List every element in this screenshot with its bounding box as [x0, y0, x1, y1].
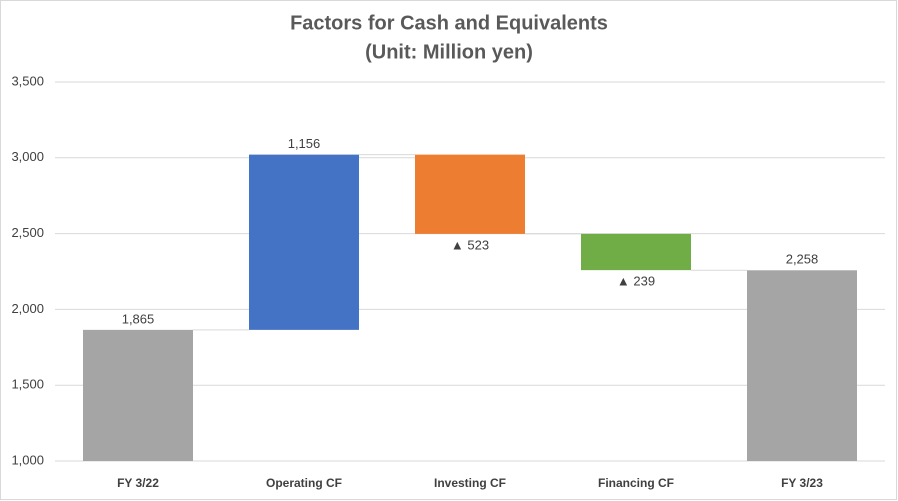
y-tick-label: 2,500 [11, 225, 44, 240]
x-tick-label: FY 3/22 [117, 476, 159, 490]
bar [415, 154, 525, 234]
y-tick-label: 1,500 [11, 377, 44, 392]
data-label: 1,156 [288, 136, 321, 151]
bar [249, 154, 359, 330]
x-tick-label: Financing CF [598, 476, 674, 490]
chart-title: Factors for Cash and Equivalents [290, 12, 608, 34]
data-label: ▲ 239 [617, 274, 655, 289]
data-label: 1,865 [122, 311, 155, 326]
x-tick-label: Investing CF [434, 476, 506, 490]
y-tick-label: 3,500 [11, 73, 44, 88]
y-tick-label: 2,000 [11, 301, 44, 316]
bar [581, 233, 691, 271]
y-tick-label: 3,000 [11, 149, 44, 164]
y-tick-label: 1,000 [11, 452, 44, 467]
data-label: 2,258 [786, 252, 819, 267]
x-tick-label: FY 3/23 [781, 476, 823, 490]
bar [83, 329, 193, 461]
chart-subtitle: (Unit: Million yen) [365, 41, 533, 63]
x-tick-label: Operating CF [266, 476, 342, 490]
bar [747, 270, 857, 461]
data-label: ▲ 523 [451, 237, 489, 252]
